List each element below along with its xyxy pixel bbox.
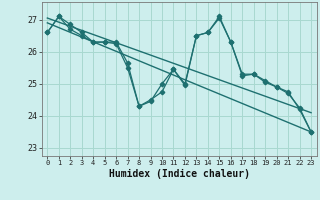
X-axis label: Humidex (Indice chaleur): Humidex (Indice chaleur): [109, 169, 250, 179]
